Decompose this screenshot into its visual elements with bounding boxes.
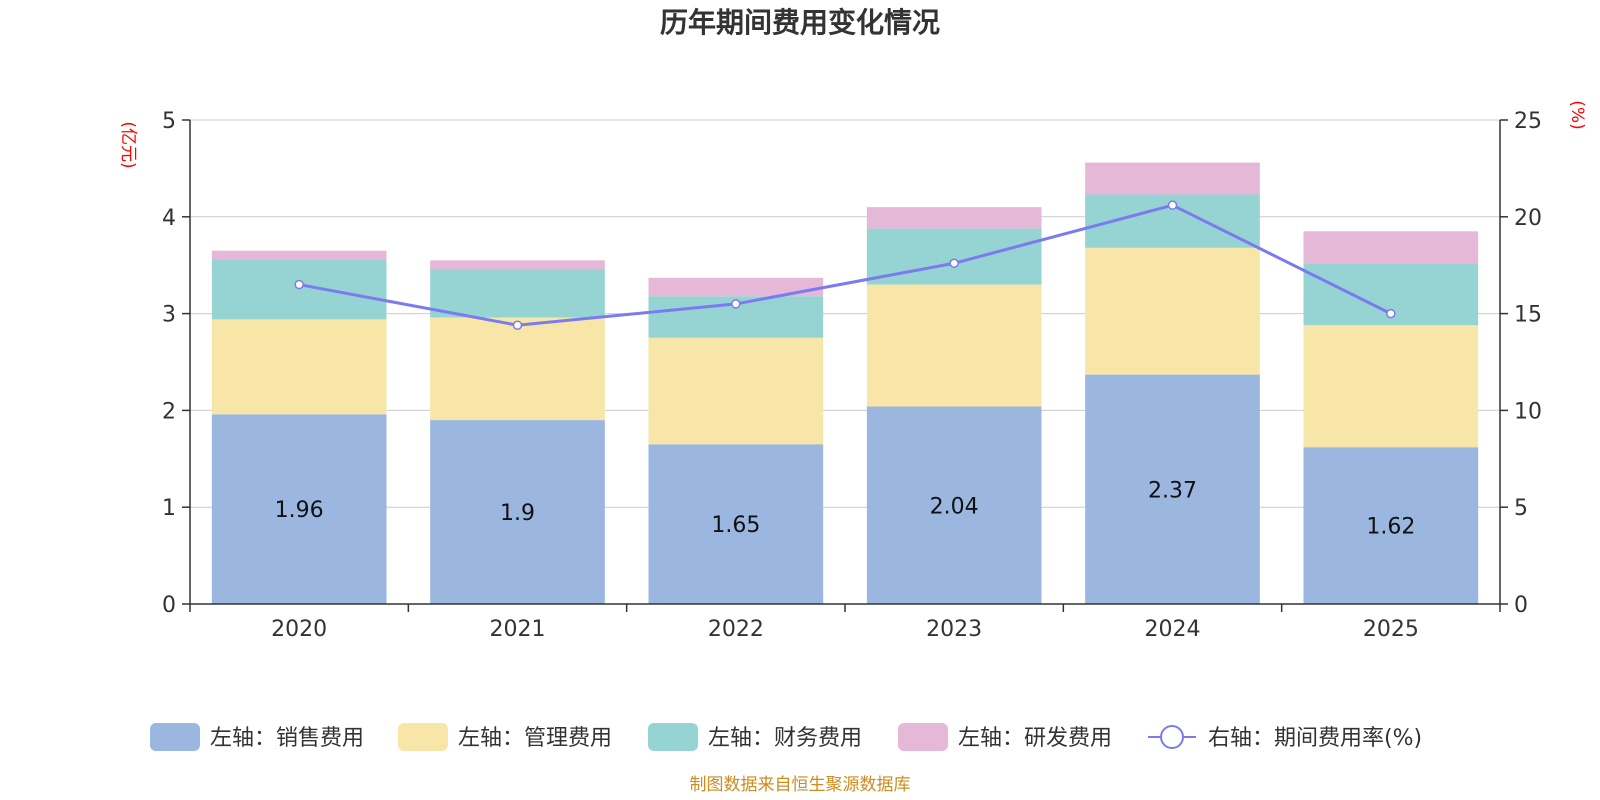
x-tick-label: 2025 [1363,617,1419,642]
bars: 1.96 1.9 1.65 2.04 2.37 1.62 [211,162,1479,604]
rate-line-point [949,258,959,269]
bar-admin [1085,247,1260,375]
left-tick-label: 0 [162,593,176,618]
left-axis-unit: (亿元) [118,121,138,168]
bar-rnd [430,260,605,270]
bar-rnd [1085,162,1260,195]
legend-swatch-sales [150,723,200,751]
bar-sales [430,420,605,604]
x-tick-label: 2022 [708,617,764,642]
bar-sales [648,444,824,604]
bar-data-label: 1.65 [711,513,760,538]
legend-label-rate: 右轴：期间费用率(%) [1208,726,1422,751]
bar-admin [648,337,824,445]
rate-line-point [1167,200,1178,210]
right-tick-label: 0 [1514,593,1528,618]
bar-admin [1303,325,1479,448]
bar-rnd [1303,231,1479,264]
bar-finance [430,269,605,318]
bar-data-label: 1.62 [1366,515,1415,540]
legend-swatch-finance [648,723,698,751]
bar-finance [211,259,387,320]
source-note: 制图数据来自恒生聚源数据库 [690,775,911,795]
bar-admin [211,319,387,415]
left-tick-label: 4 [162,206,176,231]
x-tick-label: 2024 [1145,617,1201,642]
right-axis-unit: (%) [1567,100,1587,129]
legend-label-sales: 左轴：销售费用 [210,726,364,751]
bar-sales [1085,374,1260,604]
bar-rnd [648,277,824,297]
grid-lines [190,119,1500,508]
right-tick-label: 20 [1514,206,1542,231]
legend-label-rnd: 左轴：研发费用 [958,726,1112,751]
legend-swatch-rate-marker [1160,725,1184,749]
chart-title: 历年期间费用变化情况 [660,6,940,39]
bar-data-label: 2.04 [930,494,979,519]
left-tick-label: 1 [162,496,176,521]
bar-rnd [866,207,1042,229]
rate-line-point [512,320,523,330]
left-tick-label: 3 [162,303,176,328]
rate-line-point [294,279,304,290]
right-tick-label: 5 [1514,496,1528,521]
left-tick-label: 2 [162,399,176,424]
x-tick-label: 2021 [490,617,546,642]
legend-swatch-rnd [898,723,948,751]
right-tick-label: 10 [1514,399,1542,424]
bar-admin [430,317,605,421]
legend: 左轴：销售费用 左轴：管理费用 左轴：财务费用 左轴：研发费用 右轴：期间费用率(%) [150,723,1422,751]
bar-rnd [211,250,387,260]
bar-data-label: 1.9 [500,501,535,526]
rate-line-point [731,299,741,309]
x-tick-label: 2020 [271,617,327,642]
bar-admin [866,284,1042,407]
bar-sales [211,414,387,604]
rate-line [294,200,1396,330]
legend-swatch-admin [398,723,448,751]
x-tick-label: 2023 [926,617,982,642]
legend-label-finance: 左轴：财务费用 [708,726,862,751]
bar-data-label: 1.96 [275,498,324,523]
legend-label-admin: 左轴：管理费用 [458,726,612,751]
rate-line-point [1386,308,1396,319]
bar-sales [866,406,1042,604]
right-tick-label: 25 [1514,109,1542,134]
bar-sales [1303,447,1479,604]
right-tick-label: 15 [1514,303,1542,328]
bar-data-label: 2.37 [1148,478,1197,503]
left-tick-label: 5 [162,109,176,134]
rate-line-path [298,203,1392,327]
